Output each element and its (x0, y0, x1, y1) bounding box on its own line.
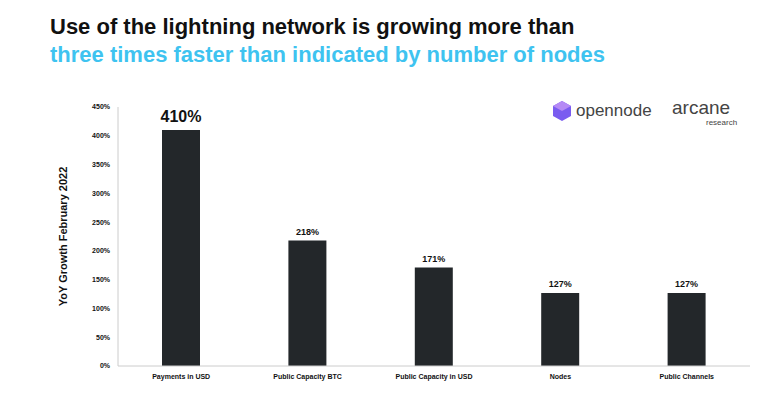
svg-text:127%: 127% (549, 279, 572, 289)
html-text:arcane: arcane (672, 97, 731, 118)
svg-text:450%: 450% (92, 103, 111, 110)
svg-text:50%: 50% (96, 334, 111, 341)
svg-text:0%: 0% (100, 362, 111, 369)
svg-text:Public Capacity in USD: Public Capacity in USD (395, 373, 472, 381)
svg-text:300%: 300% (92, 190, 111, 197)
html-text:opennode: opennode (576, 101, 652, 120)
svg-text:Public Capacity BTC: Public Capacity BTC (273, 373, 341, 381)
svg-text:410%: 410% (161, 108, 202, 125)
html-text:Use of the lightning network i: Use of the lightning network is growing … (50, 14, 575, 39)
html-text:three times faster than indica: three times faster than indicated by num… (50, 42, 605, 67)
svg-text:218%: 218% (296, 227, 319, 237)
html-text:research: research (706, 118, 738, 127)
svg-text:150%: 150% (92, 276, 111, 283)
svg-text:350%: 350% (92, 161, 111, 168)
svg-text:400%: 400% (92, 132, 111, 139)
svg-text:Payments in USD: Payments in USD (152, 373, 210, 381)
svg-text:YoY Growth February 2022: YoY Growth February 2022 (57, 167, 69, 307)
svg-text:100%: 100% (92, 305, 111, 312)
svg-text:Nodes: Nodes (550, 373, 572, 380)
svg-text:250%: 250% (92, 219, 111, 226)
svg-text:171%: 171% (422, 254, 445, 264)
svg-text:200%: 200% (92, 247, 111, 254)
svg-text:Public Channels: Public Channels (660, 373, 715, 380)
svg-text:127%: 127% (675, 279, 698, 289)
